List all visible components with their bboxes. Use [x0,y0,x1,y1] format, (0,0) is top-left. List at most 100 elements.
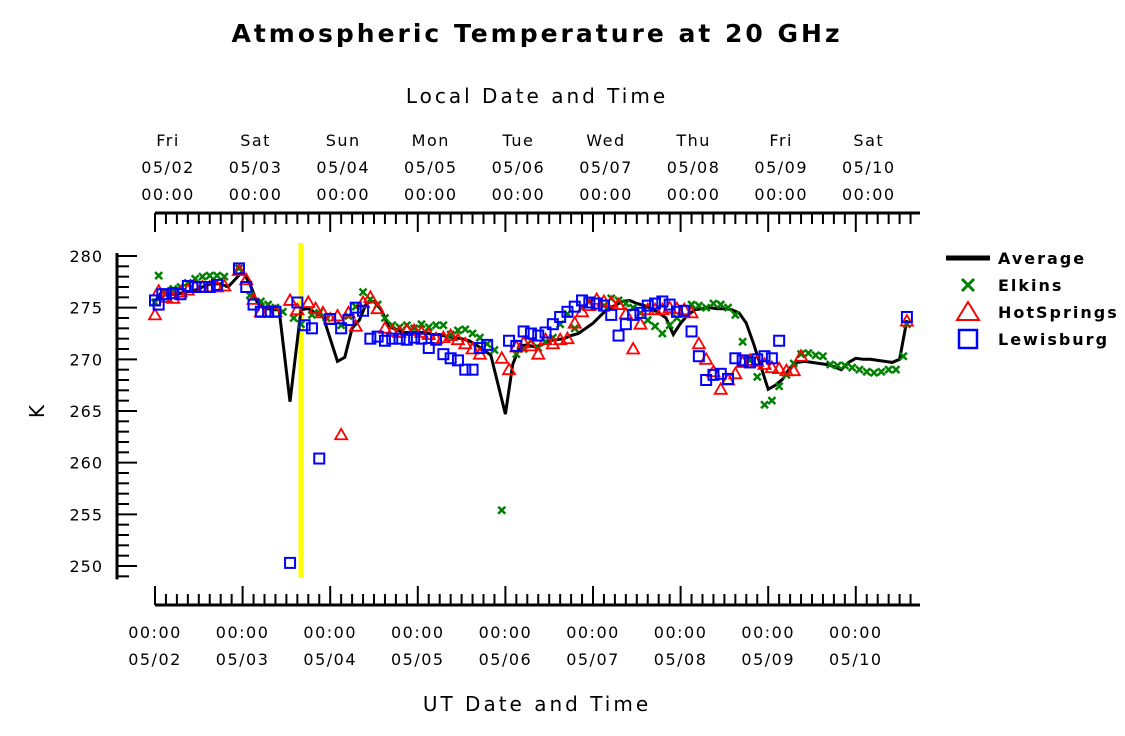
series-average [153,269,909,415]
lewisburg-point [583,296,596,309]
elkins-point [694,301,704,310]
lewisburg-point [736,354,749,367]
hotsprings-point [713,381,729,395]
lewisburg-point [335,322,348,335]
hotsprings-point [567,315,583,329]
lewisburg-point [262,305,275,318]
lewisburg-point [678,304,691,317]
bottom-tick-date-label: 05/09 [741,650,795,669]
elkins-point [657,329,667,338]
top-tick-time-label: 00:00 [842,185,896,204]
lewisburg-point [181,279,194,292]
y-tick-label: 255 [69,505,103,524]
lewisburg-point [415,332,428,345]
legend-item-elkins: Elkins [960,276,1061,295]
top-tick-date-label: 05/07 [579,158,633,177]
lewisburg-point [444,352,457,365]
top-tick-time-label: 00:00 [667,185,721,204]
elkins-point [803,348,813,358]
top-tick-day-label: Wed [586,131,625,150]
bottom-tick-date-label: 05/10 [829,650,883,669]
hotsprings-point [443,327,459,341]
elkins-point [468,329,477,338]
elkins-point [811,350,821,360]
lewisburg-point [451,354,464,367]
top-tick-time-label: 00:00 [579,185,633,204]
hotsprings-point [523,338,539,352]
top-tick-date-label: 05/08 [667,158,721,177]
elkins-point [497,505,507,515]
top-tick-day-label: Tue [501,131,534,150]
lewisburg-point [400,333,413,346]
hotsprings-point [545,336,561,350]
axes-layer: Fri 05/02 00:00 Sat 05/03 00:00 Sun 05/04 00:00 M… [69,131,920,669]
elkins-point [205,271,215,281]
lewisburg-point [649,297,662,310]
elkins-point [460,324,470,334]
elkins-point [738,337,748,347]
top-tick-day-label: Mon [412,131,450,150]
lewisburg-point [159,288,172,301]
bottom-tick-time-label: 00:00 [829,623,883,642]
lewisburg-point [196,281,209,293]
elkins-point [825,360,835,369]
y-tick-label: 270 [69,350,103,369]
elkins-point [709,299,718,308]
elkins-point [752,372,762,382]
lewisburg-point [203,281,216,293]
lewisburg-point [298,319,311,332]
lewisburg-point [430,333,443,346]
hotsprings-point [457,336,473,350]
top-tick-time-label: 00:00 [229,185,283,204]
bottom-tick-date-label: 05/04 [303,650,357,669]
hotsprings-point [559,330,576,345]
y-tick-label: 280 [69,247,103,266]
top-tick-time-label: 00:00 [316,185,370,204]
lewisburg-point [758,350,771,363]
hotsprings-point [315,305,331,319]
lewisburg-point [743,356,756,369]
lewisburg-point [510,339,523,352]
hotsprings-point [625,341,641,355]
legend-square-swatch [957,328,979,350]
lewisburg-point [422,341,435,354]
elkins-point [154,271,164,281]
y-tick-label: 250 [69,557,103,576]
lewisburg-point [670,305,683,318]
lewisburg-point [284,556,297,569]
legend-x-swatch [960,277,976,293]
legend-label: Lewisburg [998,330,1109,349]
top-tick-date-label: 05/09 [754,158,808,177]
hotsprings-point [333,426,349,441]
y-axis-title: K [25,402,49,418]
hotsprings-point [329,308,346,322]
lewisburg-point [619,318,632,331]
lewisburg-point [765,352,778,365]
elkins-point [665,320,675,330]
lewisburg-point [349,301,362,314]
chart-title: Atmospheric Temperature at 20 GHz [231,19,842,48]
series-lewisburg [149,262,913,569]
lewisburg-point [546,318,559,331]
hotsprings-point [384,323,400,337]
lewisburg-point [517,325,530,338]
top-tick-date-label: 05/04 [316,158,370,177]
hotsprings-point [238,271,254,286]
lewisburg-point [722,372,735,385]
lewisburg-point [232,262,245,275]
lewisburg-point [174,288,187,301]
lewisburg-point [393,332,406,345]
top-tick-day-label: Thu [675,131,711,150]
y-tick-label: 265 [69,402,103,421]
legend-item-hotsprings: HotSprings [955,300,1117,322]
bottom-tick-time-label: 00:00 [479,623,533,642]
elkins-point [716,300,726,309]
lewisburg-point [357,304,370,317]
legend-layer: Average Elkins HotSprings Lewisburg [946,249,1117,350]
hotsprings-point [377,320,393,334]
top-tick-day-label: Sun [326,131,361,150]
y-tick-label: 275 [69,299,103,318]
bottom-tick-time-label: 00:00 [654,623,708,642]
